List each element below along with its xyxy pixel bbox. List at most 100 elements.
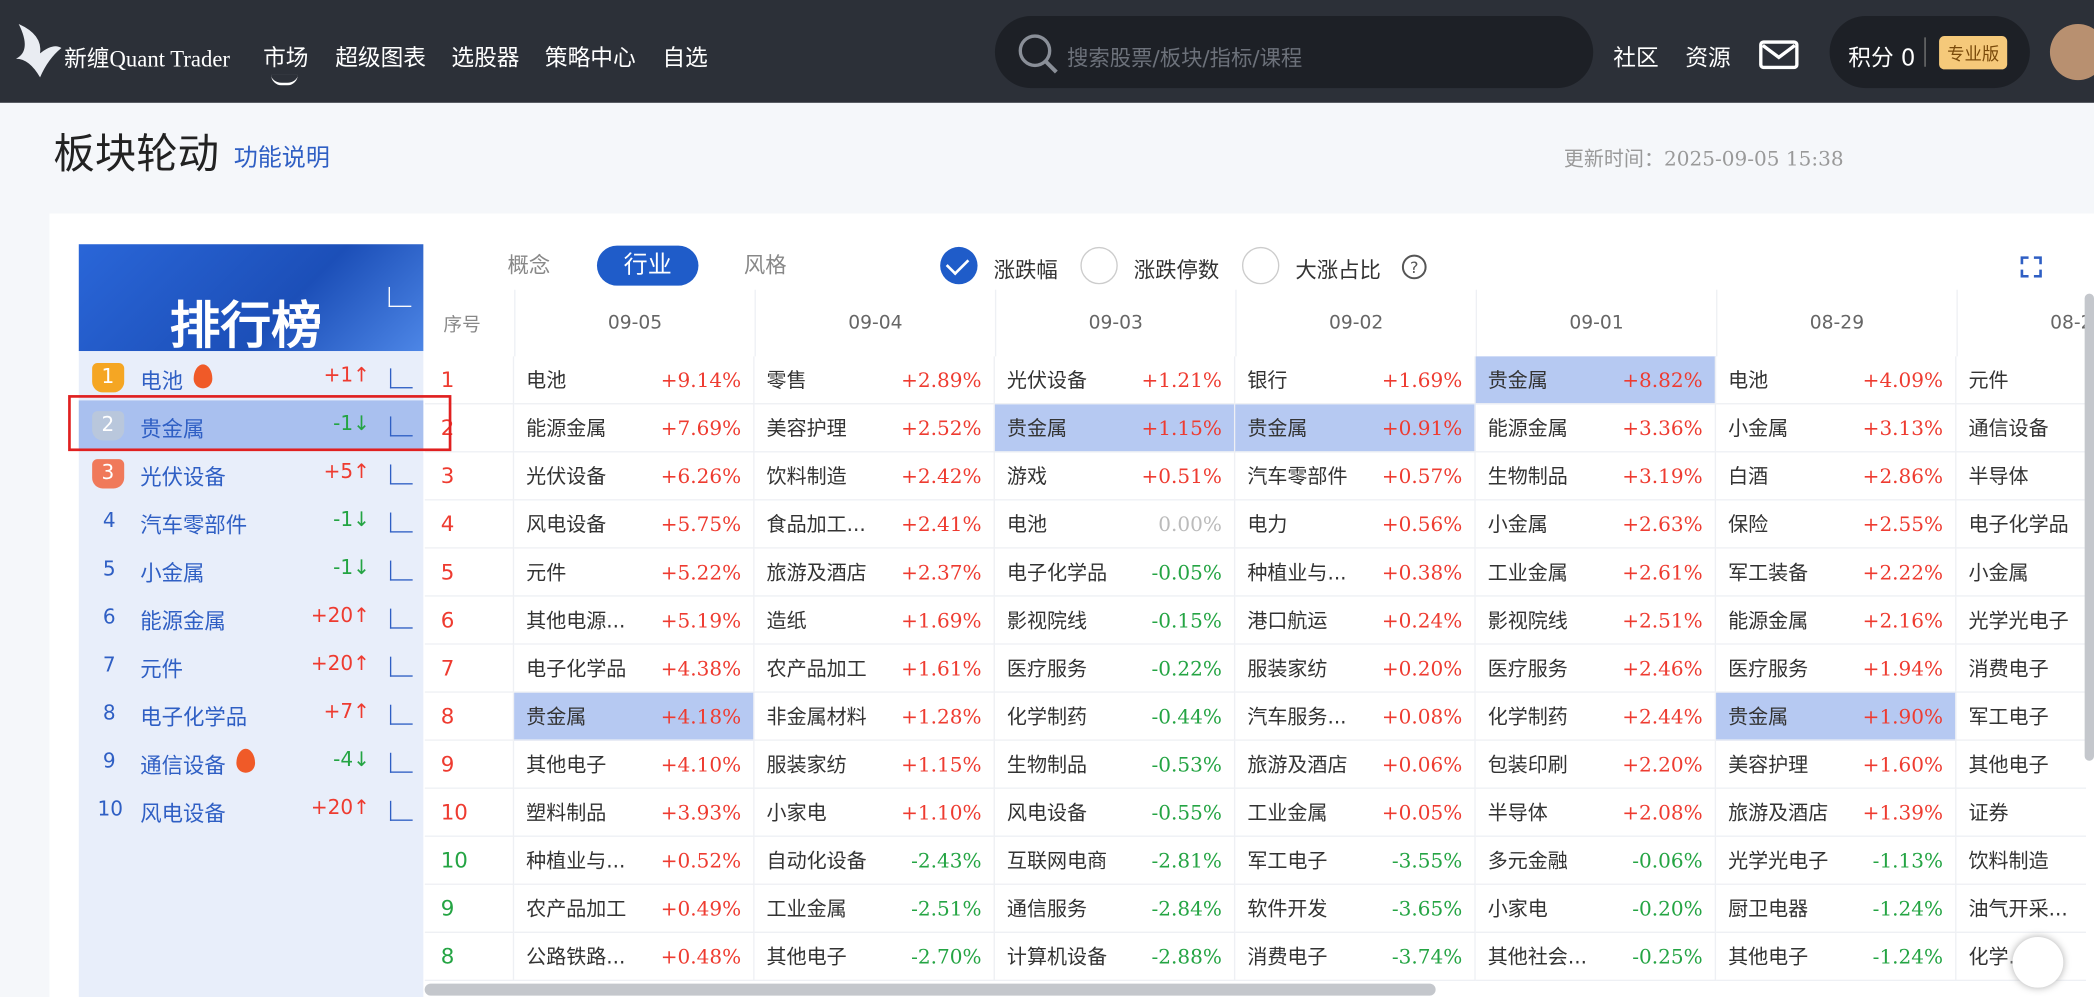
table-cell[interactable]: 军工电子 — [1956, 693, 2086, 741]
table-cell[interactable]: 小家电 -0.20% — [1475, 884, 1717, 933]
table-cell[interactable]: 电子化学品 — [1956, 501, 2086, 549]
table-cell[interactable]: 消费电子 -3.74% — [1235, 932, 1476, 982]
table-cell[interactable]: 旅游及酒店 +2.37% — [754, 548, 995, 597]
table-cell[interactable]: 多元金融 -0.06% — [1475, 836, 1717, 885]
table-cell[interactable]: 半导体 — [1956, 452, 2086, 501]
table-cell[interactable]: 汽车服务... +0.08% — [1235, 692, 1476, 741]
table-cell[interactable]: 饮料制造 +2.42% — [754, 452, 995, 501]
ranking-row[interactable]: 4 汽车零部件 -1↓ — [79, 497, 424, 545]
table-cell[interactable]: 农产品加工 +1.61% — [754, 644, 995, 693]
table-cell[interactable]: 医疗服务 -0.22% — [994, 644, 1236, 693]
table-cell[interactable]: 通信设备 — [1956, 404, 2086, 453]
table-cell[interactable]: 饮料制造 — [1956, 837, 2086, 885]
table-cell[interactable]: 银行 +1.69% — [1235, 356, 1476, 405]
chart-icon[interactable] — [388, 286, 412, 307]
chart-icon[interactable] — [389, 368, 413, 389]
chart-icon[interactable] — [389, 416, 413, 437]
menu-item[interactable]: 超级图表 — [335, 45, 427, 73]
table-cell[interactable]: 小金属 — [1956, 549, 2086, 597]
table-cell[interactable]: 证券 — [1956, 789, 2086, 837]
table-cell[interactable]: 能源金属 +3.36% — [1475, 404, 1717, 453]
chart-icon[interactable] — [389, 608, 413, 629]
table-cell[interactable]: 贵金属 +8.82% — [1475, 356, 1717, 405]
menu-item[interactable]: 市场 — [263, 45, 309, 73]
chart-icon[interactable] — [389, 512, 413, 533]
table-cell[interactable]: 种植业与... +0.38% — [1235, 548, 1476, 597]
table-cell[interactable]: 贵金属 +0.91% — [1235, 404, 1476, 453]
table-cell[interactable]: 零售 +2.89% — [754, 356, 995, 405]
menu-item[interactable]: 自选 — [662, 45, 708, 73]
table-cell[interactable]: 服装家纺 +1.15% — [754, 740, 995, 789]
table-cell[interactable]: 公路铁路... +0.48% — [514, 932, 755, 982]
table-cell[interactable]: 生物制品 -0.53% — [994, 740, 1236, 789]
ranking-row[interactable]: 10 风电设备 +20↑ — [79, 785, 424, 833]
table-cell[interactable]: 小金属 +2.63% — [1475, 500, 1717, 549]
table-cell[interactable]: 通信服务 -2.84% — [994, 884, 1236, 933]
table-cell[interactable]: 工业金属 +0.05% — [1235, 788, 1476, 837]
tab[interactable]: 风格 — [743, 252, 787, 278]
table-cell[interactable]: 影视院线 -0.15% — [994, 596, 1236, 645]
table-cell[interactable]: 其他电源... +5.19% — [514, 596, 755, 645]
table-cell[interactable]: 油气开采... — [1956, 885, 2086, 933]
table-cell[interactable]: 光学光电子 — [1956, 597, 2086, 645]
ranking-row[interactable]: 7 元件 +20↑ — [79, 641, 424, 689]
table-cell[interactable]: 保险 +2.55% — [1716, 500, 1957, 549]
table-cell[interactable]: 元件 — [1956, 356, 2086, 405]
option-label[interactable]: 涨跌幅 — [993, 257, 1058, 283]
date-header[interactable]: 09-05 — [514, 289, 754, 357]
search-box[interactable]: 搜索股票/板块/指标/课程 — [994, 16, 1594, 89]
table-cell[interactable]: 电力 +0.56% — [1235, 500, 1476, 549]
ranking-row[interactable]: 2 贵金属 -1↓ — [78, 400, 424, 449]
mail-icon[interactable] — [1759, 40, 1799, 70]
table-cell[interactable]: 旅游及酒店 +0.06% — [1235, 740, 1476, 789]
points-pill[interactable]: 积分 0 专业版 — [1829, 16, 2030, 89]
table-cell[interactable]: 风电设备 -0.55% — [994, 788, 1236, 837]
chart-icon[interactable] — [389, 704, 413, 725]
table-cell[interactable]: 光学光电子 -1.13% — [1716, 836, 1957, 885]
option-radio[interactable] — [940, 246, 978, 285]
table-cell[interactable]: 小家电 +1.10% — [754, 788, 995, 837]
table-cell[interactable]: 影视院线 +2.51% — [1475, 596, 1717, 645]
nav-link[interactable]: 社区 — [1613, 45, 1659, 73]
table-cell[interactable]: 塑料制品 +3.93% — [514, 788, 755, 837]
chart-icon[interactable] — [389, 560, 413, 581]
chart-icon[interactable] — [389, 656, 413, 677]
option-radio[interactable] — [1241, 246, 1280, 285]
support-button[interactable] — [2012, 936, 2064, 988]
ranking-row[interactable]: 1 电池 +1↑ — [79, 352, 424, 400]
table-cell[interactable]: 食品加工... +2.41% — [754, 500, 995, 549]
ranking-row[interactable]: 8 电子化学品 +7↑ — [79, 689, 424, 737]
table-cell[interactable]: 元件 +5.22% — [514, 548, 755, 597]
table-cell[interactable]: 光伏设备 +1.21% — [994, 356, 1236, 405]
menu-item[interactable]: 策略中心 — [544, 45, 636, 73]
table-cell[interactable]: 风电设备 +5.75% — [514, 500, 755, 549]
table-cell[interactable]: 其他电子 -1.24% — [1716, 932, 1957, 982]
table-cell[interactable]: 汽车零部件 +0.57% — [1235, 452, 1476, 501]
table-cell[interactable]: 军工装备 +2.22% — [1716, 548, 1957, 597]
table-cell[interactable]: 电子化学品 +4.38% — [514, 644, 755, 693]
table-cell[interactable]: 软件开发 -3.65% — [1235, 884, 1476, 933]
table-cell[interactable]: 其他社会... -0.25% — [1475, 932, 1717, 982]
ranking-row[interactable]: 5 小金属 -1↓ — [79, 545, 424, 593]
table-cell[interactable]: 光伏设备 +6.26% — [514, 452, 755, 501]
table-cell[interactable]: 化学制药 +2.44% — [1475, 692, 1717, 741]
table-cell[interactable]: 消费电子 — [1956, 645, 2086, 693]
ranking-row[interactable]: 6 能源金属 +20↑ — [79, 593, 424, 641]
table-cell[interactable]: 军工电子 -3.55% — [1235, 836, 1476, 885]
table-cell[interactable]: 造纸 +1.69% — [754, 596, 995, 645]
table-cell[interactable]: 生物制品 +3.19% — [1475, 452, 1717, 501]
option-label[interactable]: 大涨占比 — [1295, 257, 1381, 283]
table-cell[interactable]: 厨卫电器 -1.24% — [1716, 884, 1957, 933]
expand-icon[interactable] — [2020, 256, 2042, 278]
table-cell[interactable]: 互联网电商 -2.81% — [994, 836, 1236, 885]
menu-item[interactable]: 选股器 — [451, 45, 520, 73]
table-cell[interactable]: 白酒 +2.86% — [1716, 452, 1957, 501]
table-cell[interactable]: 贵金属 +1.90% — [1716, 692, 1957, 741]
table-cell[interactable]: 电子化学品 -0.05% — [994, 548, 1236, 597]
table-cell[interactable]: 港口航运 +0.24% — [1235, 596, 1476, 645]
date-header[interactable]: 08-29 — [1716, 289, 1956, 357]
table-cell[interactable]: 电池 +9.14% — [514, 356, 755, 405]
table-cell[interactable]: 电池 +4.09% — [1716, 356, 1957, 405]
chart-icon[interactable] — [389, 464, 413, 485]
date-header[interactable]: 09-02 — [1235, 289, 1475, 357]
